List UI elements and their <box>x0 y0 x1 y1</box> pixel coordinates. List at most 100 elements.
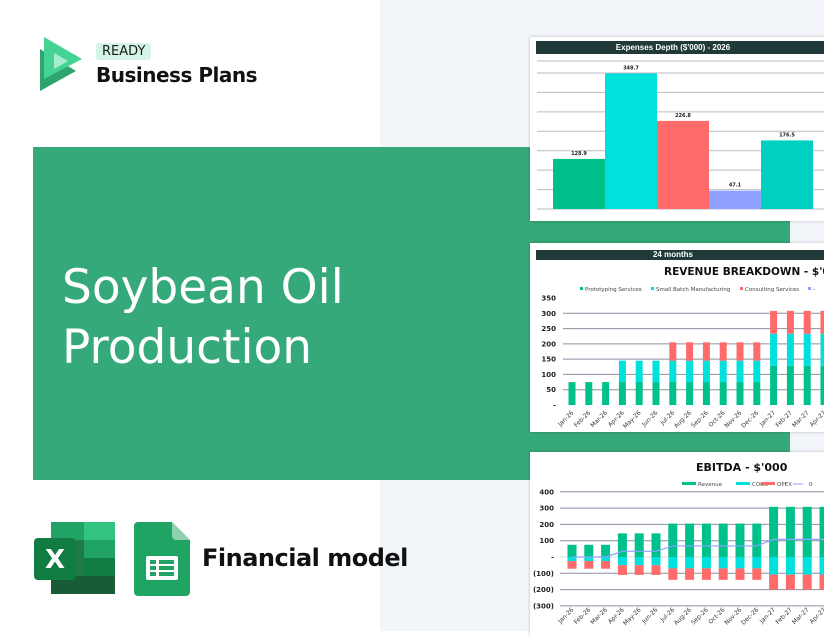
bar-segment <box>753 382 760 405</box>
excel-icon: X <box>34 522 116 596</box>
x-tick-label: May-26 <box>622 409 643 430</box>
revenue-breakdown-chart: -50100150200250300350Jan-26Feb-26Mar-26A… <box>530 243 824 432</box>
legend-swatch <box>761 482 775 485</box>
bar-segment <box>820 557 824 575</box>
bar-segment <box>602 382 609 405</box>
x-tick-label: Apr-27 <box>808 409 824 428</box>
legend-swatch <box>808 287 811 290</box>
bar-segment <box>668 524 677 557</box>
bar-segment <box>568 561 577 569</box>
chart-title: REVENUE BREAKDOWN - $'000 <box>664 266 824 278</box>
bar-segment <box>787 311 794 334</box>
bar-segment <box>719 568 728 579</box>
x-tick-label: Jan-26 <box>556 409 575 428</box>
bar-segment <box>720 342 727 360</box>
x-tick-label: Jan-26 <box>556 606 575 625</box>
bar-segment <box>703 382 710 405</box>
bar-segment <box>821 366 824 405</box>
bar-segment <box>804 311 811 334</box>
bar-segment <box>636 382 643 405</box>
bar-segment <box>584 545 593 557</box>
x-tick-label: Mar-26 <box>589 409 609 429</box>
y-tick-label: 250 <box>541 325 556 333</box>
bar-segment <box>821 334 824 366</box>
x-tick-label: Feb-26 <box>573 606 593 626</box>
bar-segment <box>601 557 610 561</box>
bar-segment <box>601 561 610 569</box>
bar-segment <box>719 524 728 557</box>
bar-segment <box>584 561 593 569</box>
x-tick-label: Feb-27 <box>774 606 794 626</box>
bar-segment <box>636 361 643 382</box>
y-tick-label: 300 <box>541 310 556 318</box>
bar-segment <box>618 533 627 557</box>
data-label: 226.8 <box>675 113 691 119</box>
bar-segment <box>669 342 676 360</box>
y-tick-label: - <box>553 402 556 410</box>
legend-swatch <box>651 287 654 290</box>
bar-segment <box>719 557 728 568</box>
bar-segment <box>769 507 778 557</box>
legend-swatch <box>736 482 750 485</box>
bar-segment <box>635 557 644 565</box>
bar-segment <box>619 382 626 405</box>
bar-segment <box>720 382 727 405</box>
bar-segment <box>653 382 660 405</box>
bar-segment <box>669 361 676 382</box>
ebitda-chart: (300)(200)(100)-100200300400Jan-26Feb-26… <box>530 452 824 637</box>
y-tick-label: 50 <box>546 386 556 394</box>
bar-segment <box>652 565 661 575</box>
x-tick-label: Jun-26 <box>640 606 659 625</box>
legend-swatch <box>740 287 743 290</box>
x-tick-label: Sep-26 <box>690 409 710 429</box>
bar-segment <box>736 568 745 579</box>
legend-label: 0 <box>809 482 813 488</box>
bar-segment <box>618 565 627 575</box>
x-tick-label: Mar-26 <box>589 606 609 626</box>
bar-segment <box>635 565 644 575</box>
bar <box>709 191 761 209</box>
x-tick-label: Dec-26 <box>740 409 760 429</box>
y-tick-label: 200 <box>541 340 556 348</box>
x-tick-label: Aug-26 <box>673 409 693 429</box>
chart-header: Expenses Depth ($'000) - 2026 <box>536 41 824 54</box>
bar-segment <box>787 366 794 405</box>
bar-segment <box>820 507 824 557</box>
bar-segment <box>752 568 761 579</box>
x-tick-label: Aug-26 <box>673 606 693 626</box>
legend-label: Prototyping Services <box>585 287 642 293</box>
brand-name: Business Plans <box>96 63 257 87</box>
x-tick-label: May-26 <box>622 606 643 627</box>
bar-segment <box>568 545 577 557</box>
page-title: Soybean Oil Production <box>62 258 502 378</box>
x-tick-label: Mar-27 <box>791 606 811 626</box>
bar <box>553 159 605 209</box>
y-tick-label: 350 <box>541 295 556 303</box>
bar-segment <box>753 361 760 382</box>
x-tick-label: Apr-27 <box>808 606 824 625</box>
bar-segment <box>752 557 761 568</box>
y-tick-label: 200 <box>539 521 554 529</box>
x-tick-label: Mar-27 <box>791 409 811 429</box>
bar-segment <box>653 361 660 382</box>
x-tick-label: Jan-27 <box>758 409 777 428</box>
data-label: 348.7 <box>623 66 639 72</box>
bar-segment <box>770 311 777 334</box>
bar-segment <box>769 557 778 575</box>
bar-segment <box>752 524 761 557</box>
chart-title: EBITDA - $'000 <box>696 461 788 474</box>
bar-segment <box>584 557 593 561</box>
legend-swatch <box>682 482 696 485</box>
legend-swatch <box>580 287 583 290</box>
x-tick-label: Nov-26 <box>723 409 743 429</box>
google-sheets-icon <box>134 522 190 596</box>
bar-segment <box>569 382 576 405</box>
bar-segment <box>787 334 794 366</box>
bar-segment <box>652 533 661 557</box>
bar-segment <box>803 575 812 590</box>
y-tick-label: - <box>551 554 554 562</box>
legend-label: Revenue <box>698 482 723 488</box>
